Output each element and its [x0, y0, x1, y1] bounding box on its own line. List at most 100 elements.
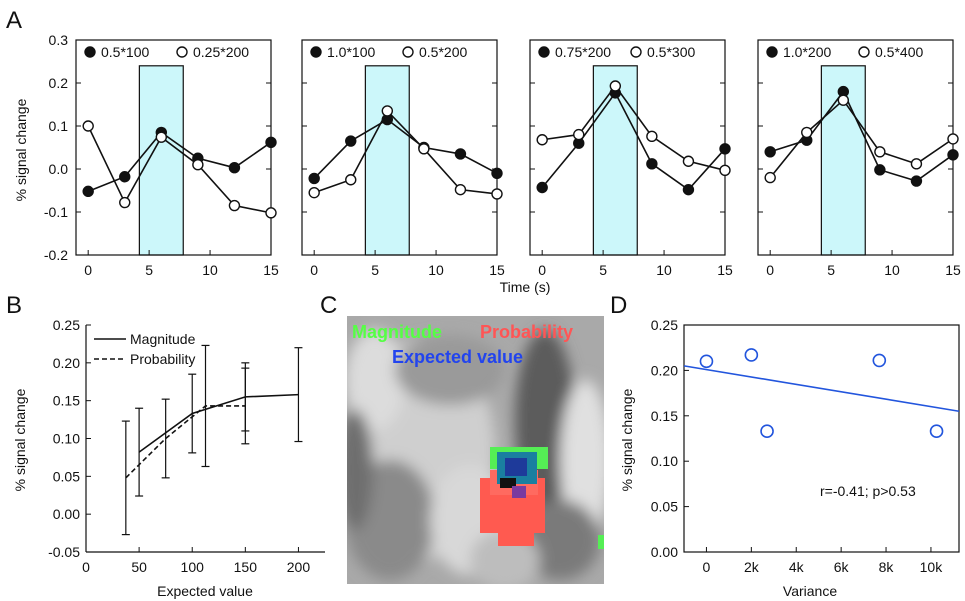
- legend-marker-1-0-100: [310, 46, 322, 58]
- xtick-label: 0: [766, 262, 774, 278]
- panel-d-ylabel: % signal change: [619, 388, 635, 491]
- data-point-0-5-200: [454, 183, 467, 196]
- xtick-label: 10: [428, 262, 444, 278]
- panel-d-plot: 0.25 0.20 0.15 0.10 0.05 0.00 0 2k 4k 6k 8k 10k: [651, 317, 960, 575]
- data-point-1-0-100: [491, 167, 503, 180]
- xtick-label: 5: [371, 262, 379, 278]
- ytick-label: 0.25: [651, 317, 678, 333]
- data-point: [699, 354, 714, 369]
- data-point-1-0-200: [874, 164, 886, 176]
- series-line-0-75-200: [541, 91, 726, 191]
- stimulus-interval-box: [820, 65, 866, 256]
- legend-label-0-5-100: 0.5*100: [101, 44, 149, 60]
- panel-a-ytick-label: -0.2: [44, 247, 68, 263]
- panel-a: % signal change Time (s) 0.3 0.2 0.1 0.0 -0.…: [13, 32, 961, 295]
- data-point-0-25-200: [155, 131, 168, 143]
- data-point-0-25-200: [192, 158, 204, 171]
- data-point-1-0-100: [308, 172, 320, 185]
- data-point-1-0-100: [454, 148, 467, 160]
- legend-label-0-5-300: 0.5*300: [647, 44, 695, 60]
- stimulus-interval-box: [364, 65, 410, 256]
- series-line-0-5-400: [769, 99, 954, 179]
- data-point-0-25-200: [82, 120, 94, 132]
- panel-a-ylabel: % signal change: [13, 98, 29, 201]
- xtick-label: 0: [82, 559, 90, 575]
- data-point-0-5-400: [837, 94, 850, 106]
- data-point-0-5-200: [418, 143, 430, 155]
- ytick-label: 0.25: [53, 317, 80, 333]
- ytick-label: -0.05: [48, 544, 80, 560]
- series-line-0-25-200: [87, 125, 272, 214]
- xtick-label: 2k: [744, 559, 760, 575]
- xtick-label: 50: [131, 559, 147, 575]
- data-point-0-5-400: [910, 158, 923, 170]
- data-point-1-0-200: [764, 146, 776, 158]
- data-point-0-5-300: [573, 128, 585, 141]
- legend-label-1-0-100: 1.0*100: [327, 44, 375, 60]
- data-point-1-0-200: [947, 149, 959, 161]
- data-point-0-25-200: [119, 196, 131, 209]
- legend-marker-1-0-200: [766, 46, 778, 58]
- legend-label-0-75-200: 0.75*200: [555, 44, 611, 60]
- xtick-label: 0: [703, 559, 711, 575]
- panel-b-legend: Magnitude Probability: [94, 331, 196, 367]
- xtick-label: 4k: [789, 559, 805, 575]
- plot-frame: [757, 39, 954, 256]
- data-point-0-5-400: [801, 126, 813, 139]
- data-point-0-75-200: [646, 158, 658, 170]
- panel-a-subplot-4: 0 5 10 15 1.0*200 0.5*400: [757, 39, 961, 278]
- ytick-label: 0.10: [651, 453, 678, 469]
- data-point-0-5-100: [119, 171, 131, 183]
- xtick-label: 200: [287, 559, 311, 575]
- series-line-1-0-100: [313, 118, 498, 180]
- panel-letter-b: B: [6, 292, 22, 319]
- legend-label-0-5-200: 0.5*200: [419, 44, 467, 60]
- data-point-0-5-300: [536, 134, 548, 146]
- data-point-1-0-200: [910, 175, 923, 187]
- panel-letter-c: C: [320, 292, 337, 319]
- xtick-label: 5: [827, 262, 835, 278]
- panel-letter-d: D: [610, 292, 627, 319]
- ytick-label: 0.10: [53, 431, 80, 447]
- ytick-label: 0.00: [651, 544, 678, 560]
- panel-a-ytick-label: 0.1: [49, 118, 69, 134]
- legend-marker-0-5-100: [84, 46, 96, 58]
- panel-a-subplot-1: 0 5 10 15 0.5*100 0.25*200: [75, 39, 279, 278]
- data-point-0-5-200: [381, 105, 394, 117]
- xtick-label: 15: [717, 262, 733, 278]
- legend-marker-0-5-400: [858, 46, 870, 58]
- ytick-label: 0.20: [53, 355, 80, 371]
- legend-marker-0-5-200: [402, 46, 414, 58]
- legend-marker-0-5-300: [630, 46, 642, 58]
- data-point-0-5-300: [609, 80, 622, 92]
- xtick-label: 8k: [879, 559, 895, 575]
- legend-c-expected-value: Expected value: [392, 347, 523, 367]
- xtick-label: 6k: [834, 559, 850, 575]
- xtick-label: 5: [145, 262, 153, 278]
- data-point-0-5-200: [491, 188, 503, 200]
- xtick-label: 0: [84, 262, 92, 278]
- panel-a-subplots: 0 5 10 15 0.5*100 0.25*200 0 5 10 15 1.0*100 0.5*20…: [75, 39, 961, 278]
- panel-c: Magnitude Probability Expected value: [347, 316, 604, 584]
- data-point-0-5-200: [308, 186, 320, 199]
- ytick-label: 0.15: [53, 393, 80, 409]
- data-point: [872, 353, 887, 368]
- stimulus-interval-box: [138, 65, 184, 256]
- plot-frame: [301, 39, 498, 256]
- data-point-0-5-200: [345, 174, 357, 186]
- series-line-0-5-200: [313, 109, 498, 195]
- panel-a-ytick-label: 0.3: [49, 32, 69, 48]
- ytick-label: 0.20: [651, 362, 678, 378]
- ytick-label: 0.15: [651, 408, 678, 424]
- data-point-0-5-400: [947, 133, 959, 145]
- xtick-label: 150: [234, 559, 258, 575]
- legend-magnitude-label: Magnitude: [130, 331, 196, 347]
- regression-line: [683, 365, 960, 413]
- xtick-label: 10: [202, 262, 218, 278]
- data-point-0-25-200: [265, 207, 277, 219]
- legend-marker-0-75-200: [538, 46, 550, 58]
- data-point-0-5-100: [228, 162, 241, 174]
- xtick-label: 0: [538, 262, 546, 278]
- xtick-label: 10: [656, 262, 672, 278]
